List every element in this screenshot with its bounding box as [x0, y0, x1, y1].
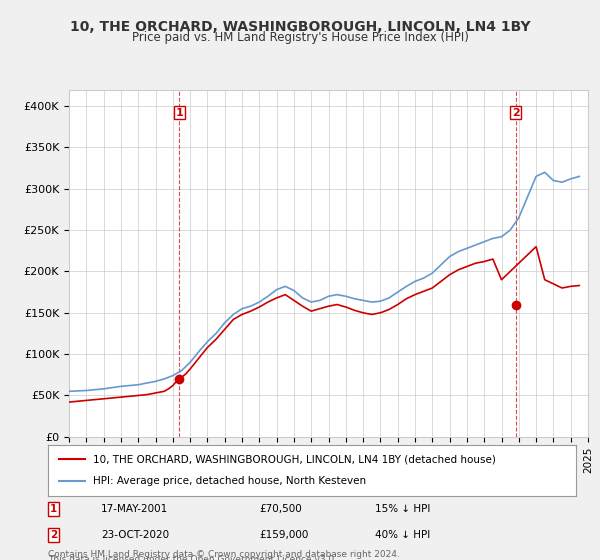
Text: 2: 2	[512, 108, 520, 118]
Text: £70,500: £70,500	[259, 504, 302, 514]
Text: £159,000: £159,000	[259, 530, 308, 540]
Text: Price paid vs. HM Land Registry's House Price Index (HPI): Price paid vs. HM Land Registry's House …	[131, 31, 469, 44]
Text: 23-OCT-2020: 23-OCT-2020	[101, 530, 169, 540]
Text: 40% ↓ HPI: 40% ↓ HPI	[376, 530, 431, 540]
Text: 1: 1	[175, 108, 183, 118]
Text: 15% ↓ HPI: 15% ↓ HPI	[376, 504, 431, 514]
Text: This data is licensed under the Open Government Licence v3.0.: This data is licensed under the Open Gov…	[48, 556, 337, 560]
Text: 2: 2	[50, 530, 57, 540]
Text: 17-MAY-2001: 17-MAY-2001	[101, 504, 168, 514]
Text: Contains HM Land Registry data © Crown copyright and database right 2024.: Contains HM Land Registry data © Crown c…	[48, 550, 400, 559]
Text: HPI: Average price, detached house, North Kesteven: HPI: Average price, detached house, Nort…	[93, 477, 366, 487]
Text: 10, THE ORCHARD, WASHINGBOROUGH, LINCOLN, LN4 1BY (detached house): 10, THE ORCHARD, WASHINGBOROUGH, LINCOLN…	[93, 454, 496, 464]
Text: 1: 1	[50, 504, 57, 514]
Text: 10, THE ORCHARD, WASHINGBOROUGH, LINCOLN, LN4 1BY: 10, THE ORCHARD, WASHINGBOROUGH, LINCOLN…	[70, 20, 530, 34]
